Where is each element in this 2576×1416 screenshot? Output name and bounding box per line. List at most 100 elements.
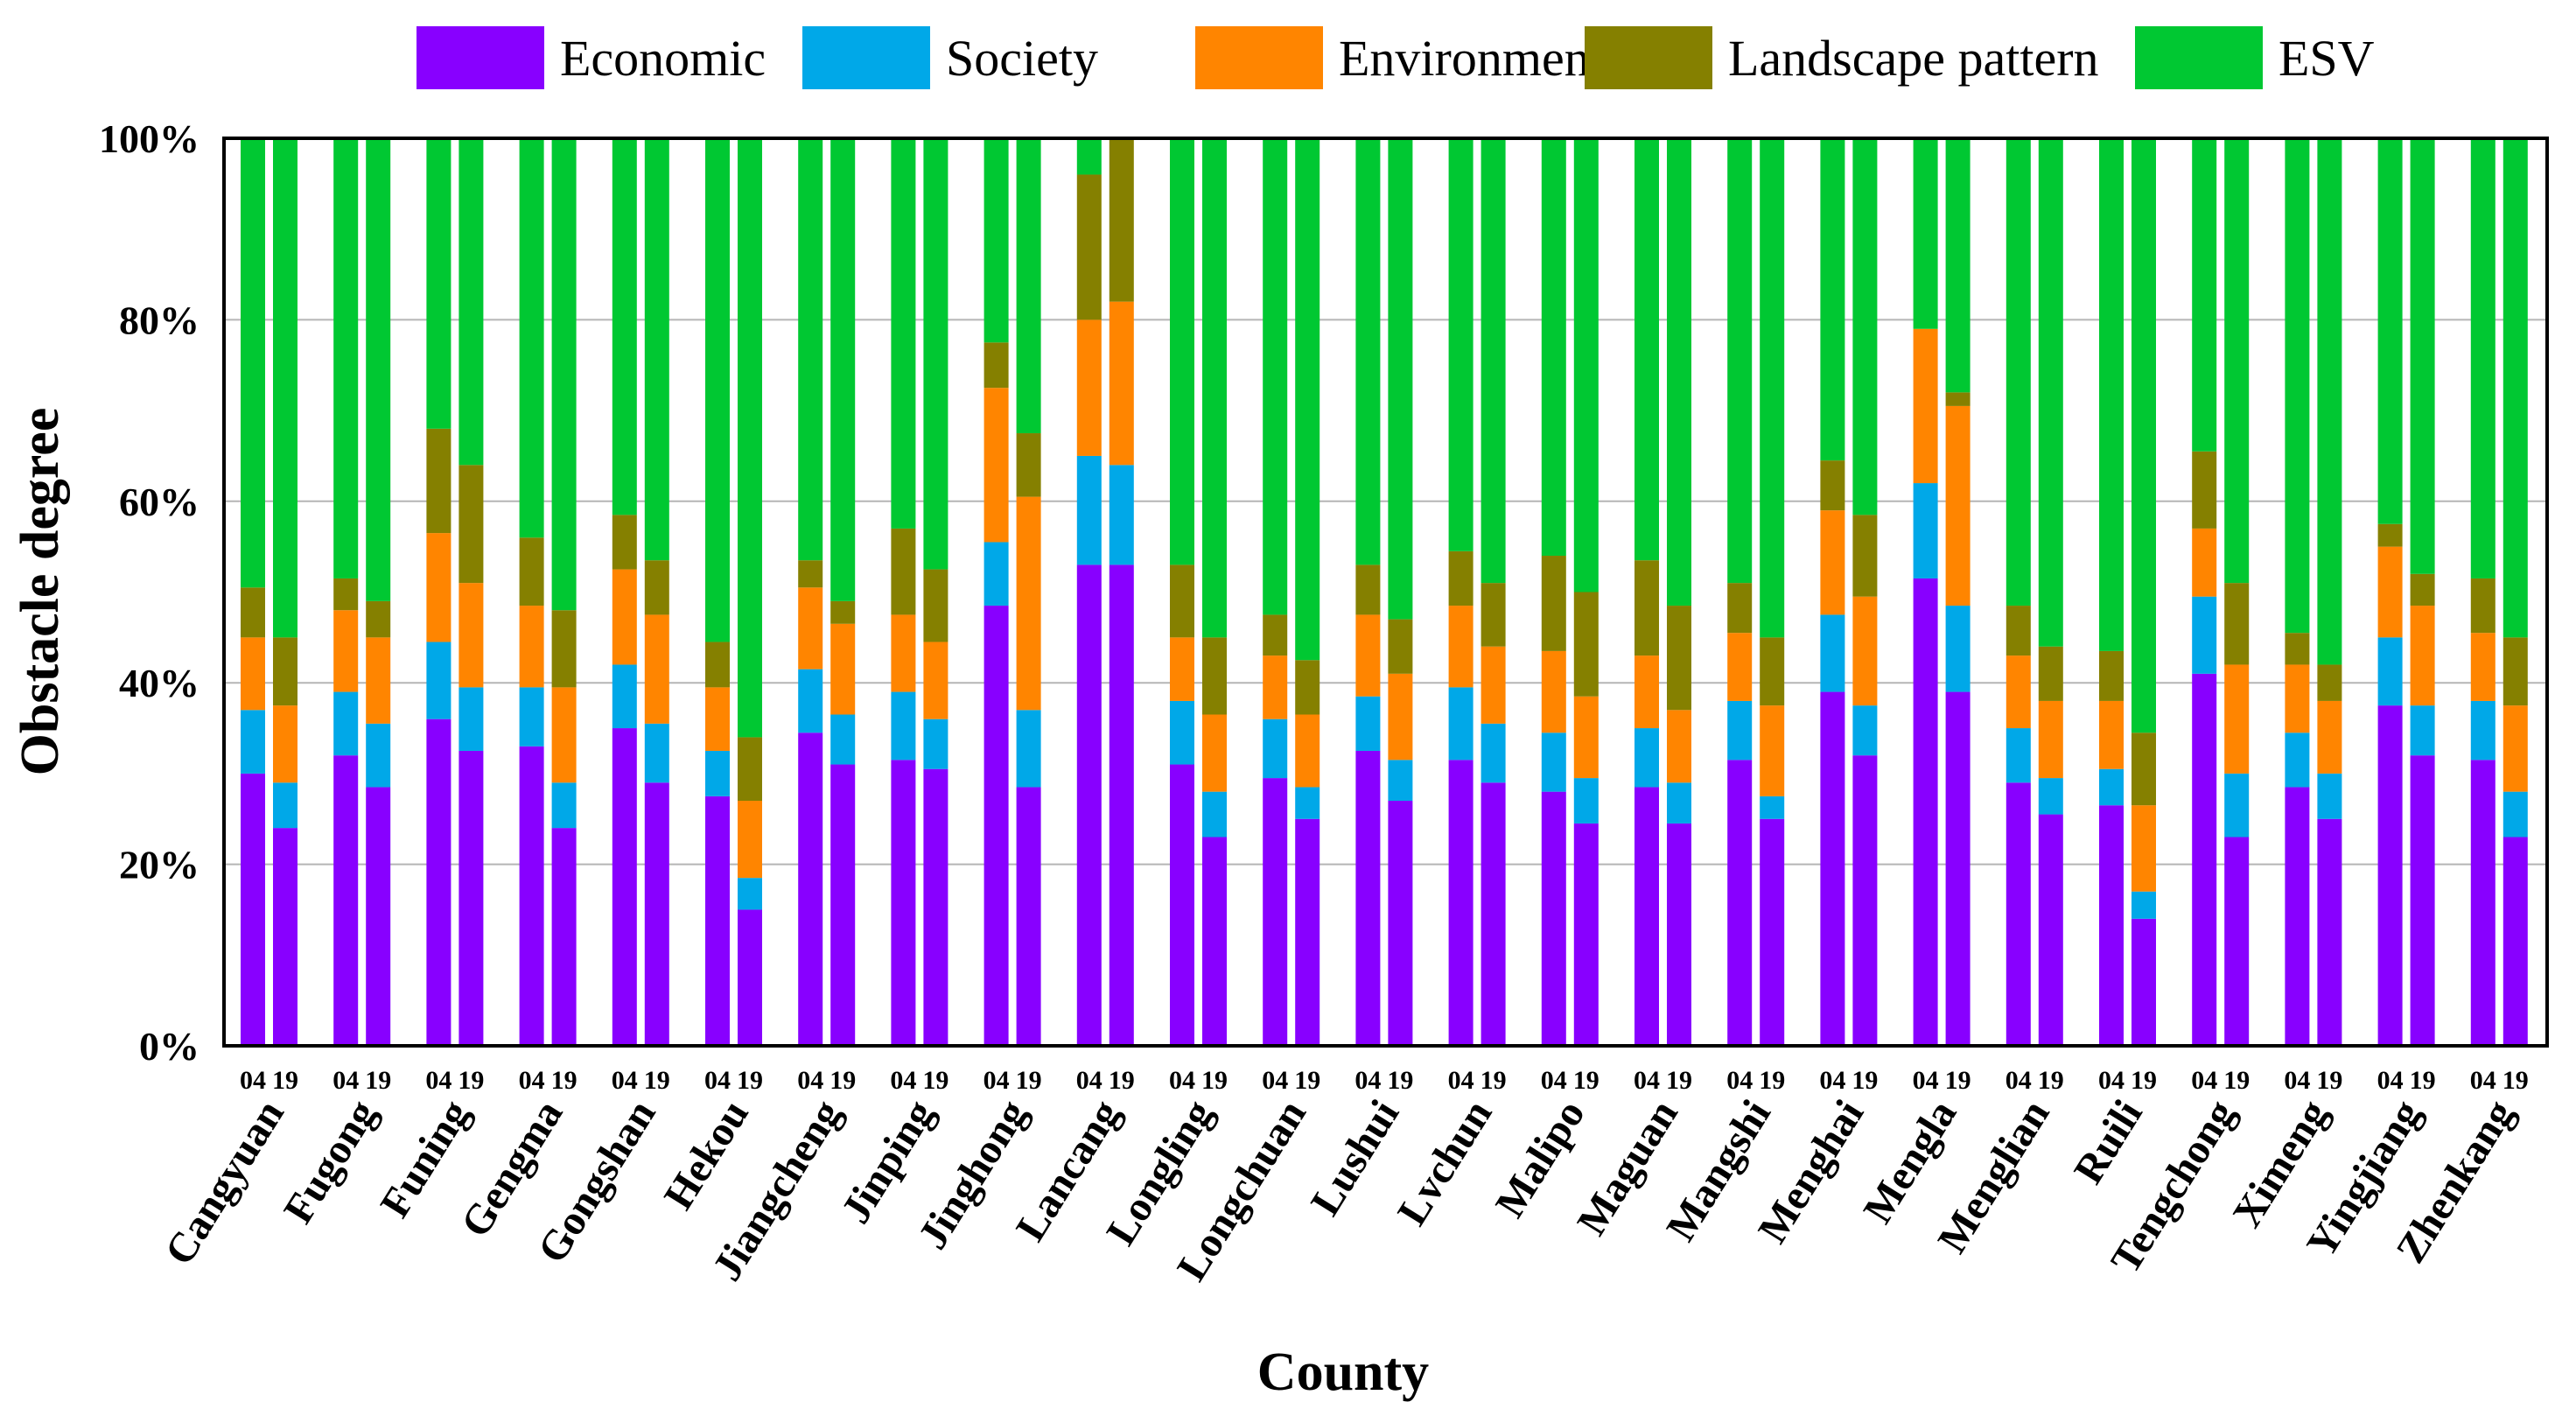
bar-segment-esv	[1760, 138, 1785, 638]
bar-segment-esv	[1913, 138, 1938, 329]
legend-swatch-esv	[2135, 26, 2263, 89]
year-tick-label: 19	[1387, 1066, 1413, 1095]
county-label: Ruili	[2065, 1092, 2152, 1192]
bar-segment-environment	[612, 569, 637, 665]
year-tick-label: 04	[519, 1066, 545, 1095]
bar-segment-environment	[2132, 805, 2156, 892]
bar-segment-society	[2192, 596, 2217, 674]
year-tick-label: 04	[2284, 1066, 2310, 1095]
bar-segment-environment	[366, 637, 391, 724]
year-tick-label: 19	[1759, 1066, 1785, 1095]
bar-segment-landscape-pattern	[2038, 646, 2063, 701]
bar-segment-landscape-pattern	[705, 641, 730, 688]
legend-swatch-economic	[416, 26, 544, 89]
bar-segment-environment	[1760, 705, 1785, 796]
bar-segment-environment	[2099, 700, 2124, 769]
year-tick-label: 04	[984, 1066, 1010, 1095]
year-tick-label: 19	[644, 1066, 670, 1095]
bar-segment-landscape-pattern	[2132, 733, 2156, 806]
bar-segment-economic	[1355, 750, 1381, 1046]
bar-segment-landscape-pattern	[1727, 583, 1753, 634]
bar-segment-esv	[2377, 138, 2403, 524]
year-tick-label: 19	[551, 1066, 578, 1095]
bar-segment-economic	[644, 782, 669, 1046]
year-tick-label: 19	[2223, 1066, 2250, 1095]
year-tick-label: 19	[1294, 1066, 1320, 1095]
bar-segment-economic	[891, 760, 916, 1046]
bar-segment-esv	[273, 138, 298, 638]
bar-segment-environment	[241, 637, 265, 711]
bar-segment-economic	[1109, 564, 1134, 1046]
bar-segment-environment	[1448, 606, 1474, 688]
bar-segment-environment	[273, 705, 298, 783]
bar-segment-esv	[1076, 138, 1102, 175]
bar-segment-esv	[2470, 138, 2496, 578]
bar-segment-environment	[1945, 405, 1970, 606]
bar-segment-environment	[1202, 714, 1227, 792]
bar-segment-society	[2099, 768, 2124, 806]
year-tick-label: 19	[830, 1066, 856, 1095]
bar-segment-landscape-pattern	[1634, 560, 1659, 656]
bar-segment-economic	[1388, 801, 1413, 1046]
bar-segment-esv	[984, 138, 1009, 343]
year-tick-label: 19	[1016, 1066, 1042, 1095]
year-tick-label: 19	[1666, 1066, 1692, 1095]
bar-segment-environment	[1263, 655, 1288, 719]
bar-segment-society	[1760, 796, 1785, 819]
bar-segment-landscape-pattern	[426, 428, 452, 534]
bar-segment-landscape-pattern	[1355, 564, 1381, 615]
bar-segment-economic	[2038, 814, 2063, 1046]
year-tick-label: 04	[2470, 1066, 2496, 1095]
year-tick-label: 19	[737, 1066, 763, 1095]
bar-segment-esv	[1573, 138, 1599, 592]
bar-segment-economic	[458, 750, 484, 1046]
bar-segment-landscape-pattern	[1448, 550, 1474, 606]
bar-segment-economic	[2224, 837, 2250, 1046]
bar-segment-society	[644, 723, 669, 783]
bar-segment-economic	[2502, 837, 2528, 1046]
bar-segment-society	[458, 687, 484, 751]
bar-segment-society	[426, 641, 452, 719]
bar-segment-esv	[551, 138, 577, 611]
bar-segment-economic	[1263, 778, 1288, 1046]
bar-segment-economic	[2132, 918, 2156, 1046]
bar-segment-landscape-pattern	[830, 600, 856, 624]
bar-segment-economic	[1634, 787, 1659, 1046]
year-tick-label: 19	[2316, 1066, 2342, 1095]
year-tick-label: 04	[2377, 1066, 2404, 1095]
bar-segment-society	[2502, 791, 2528, 838]
bar-segment-environment	[2038, 700, 2063, 779]
bar-segment-economic	[1480, 782, 1506, 1046]
year-tick-label: 19	[1109, 1066, 1135, 1095]
y-tick-label: 0%	[139, 1024, 200, 1069]
bar-segment-environment	[2377, 546, 2403, 638]
bar-segment-society	[984, 542, 1009, 606]
bar-segment-society	[923, 719, 948, 769]
bar-segment-society	[1448, 687, 1474, 761]
bar-segment-society	[2038, 778, 2063, 815]
gridlines	[224, 319, 2547, 866]
bar-segment-society	[738, 878, 762, 910]
bar-segment-esv	[1295, 138, 1320, 661]
bar-segment-economic	[241, 773, 265, 1046]
bar-segment-landscape-pattern	[2099, 650, 2124, 701]
bar-segment-economic	[2099, 805, 2124, 1046]
bar-segment-landscape-pattern	[612, 515, 637, 570]
bar-segment-environment	[1388, 673, 1413, 761]
bar-segment-society	[798, 669, 823, 733]
bar-segment-environment	[2502, 705, 2528, 792]
bar-segment-esv	[333, 138, 359, 578]
bar-segment-landscape-pattern	[2317, 664, 2342, 701]
bar-segment-esv	[1016, 138, 1041, 434]
bar-segment-society	[1852, 705, 1878, 756]
bar-segment-esv	[1945, 138, 1970, 393]
bar-segment-society	[241, 710, 265, 774]
bar-segment-environment	[1295, 714, 1320, 788]
bar-segment-landscape-pattern	[1667, 606, 1691, 711]
year-tick-label: 04	[2191, 1066, 2217, 1095]
bar-segment-landscape-pattern	[1541, 556, 1566, 651]
bar-segment-environment	[2192, 528, 2217, 597]
bar-segment-environment	[984, 388, 1009, 543]
bar-segment-society	[2377, 637, 2403, 706]
